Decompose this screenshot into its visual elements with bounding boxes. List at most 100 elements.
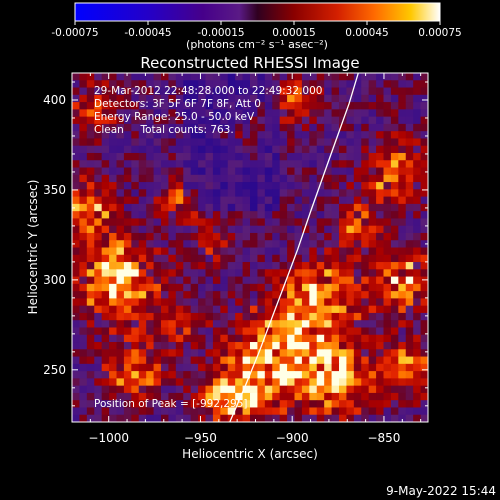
- heatmap-cell: [361, 80, 370, 88]
- heatmap-cell: [153, 334, 162, 343]
- heatmap-cell: [287, 342, 295, 350]
- heatmap-cell: [316, 232, 325, 241]
- heatmap-cell: [368, 262, 377, 270]
- heatmap-cell: [72, 152, 80, 161]
- heatmap-cell: [131, 349, 140, 357]
- heatmap-cell: [264, 247, 273, 256]
- heatmap-cell: [183, 356, 192, 365]
- heatmap-cell: [153, 240, 162, 248]
- heatmap-cell: [405, 291, 414, 299]
- heatmap-cell: [198, 320, 206, 328]
- heatmap-cell: [168, 269, 177, 277]
- heatmap-cell: [183, 363, 192, 372]
- heatmap-cell: [116, 131, 125, 139]
- heatmap-cell: [272, 254, 281, 263]
- heatmap-cell: [361, 320, 370, 328]
- heatmap-cell: [420, 356, 428, 365]
- heatmap-cell: [324, 167, 332, 176]
- heatmap-cell: [346, 218, 355, 227]
- heatmap-cell: [383, 298, 392, 307]
- heatmap-cell: [316, 400, 325, 408]
- heatmap-cell: [153, 145, 162, 154]
- heatmap-cell: [324, 320, 332, 328]
- heatmap-cell: [331, 320, 340, 328]
- heatmap-cell: [279, 174, 288, 183]
- heatmap-cell: [398, 94, 407, 103]
- heatmap-cell: [294, 160, 303, 168]
- heatmap-cell: [353, 203, 362, 212]
- y-tick-label: 350: [43, 183, 66, 197]
- heatmap-cell: [420, 225, 428, 234]
- heatmap-cell: [183, 102, 192, 110]
- heatmap-cell: [161, 196, 169, 205]
- heatmap-cell: [331, 247, 340, 256]
- heatmap-cell: [168, 276, 177, 285]
- heatmap-cell: [123, 254, 132, 263]
- heatmap-cell: [131, 262, 140, 270]
- heatmap-cell: [146, 102, 154, 110]
- heatmap-cell: [420, 414, 428, 422]
- heatmap-cell: [101, 407, 110, 416]
- heatmap-cell: [264, 102, 273, 110]
- heatmap-cell: [353, 363, 362, 372]
- heatmap-cell: [175, 334, 184, 343]
- heatmap-cell: [368, 363, 377, 372]
- heatmap-cell: [72, 305, 80, 314]
- heatmap-cell: [227, 138, 236, 147]
- heatmap-cell: [339, 371, 347, 379]
- heatmap-cell: [413, 371, 421, 379]
- heatmap-cell: [272, 291, 281, 299]
- heatmap-cell: [383, 138, 392, 147]
- heatmap-cell: [383, 269, 392, 277]
- heatmap-cell: [420, 123, 428, 132]
- heatmap-cell: [294, 334, 303, 343]
- heatmap-cell: [250, 298, 258, 307]
- heatmap-cell: [175, 94, 184, 103]
- heatmap-cell: [146, 262, 154, 270]
- heatmap-cell: [212, 363, 221, 372]
- heatmap-cell: [175, 174, 184, 183]
- heatmap-cell: [242, 203, 251, 212]
- heatmap-cell: [220, 182, 229, 190]
- heatmap-cell: [324, 283, 332, 292]
- heatmap-cell: [279, 385, 288, 394]
- heatmap-cell: [153, 109, 162, 118]
- heatmap-cell: [205, 320, 214, 328]
- heatmap-cell: [339, 254, 347, 263]
- heatmap-cell: [227, 400, 236, 408]
- heatmap-cell: [420, 276, 428, 285]
- heatmap-cell: [361, 167, 370, 176]
- heatmap-cell: [376, 123, 384, 132]
- heatmap-cell: [190, 218, 199, 227]
- heatmap-cell: [309, 305, 318, 314]
- heatmap-cell: [339, 312, 347, 321]
- heatmap-cell: [123, 334, 132, 343]
- heatmap-cell: [235, 276, 243, 285]
- heatmap-cell: [116, 73, 125, 81]
- heatmap-cell: [368, 414, 377, 422]
- heatmap-cell: [398, 320, 407, 328]
- heatmap-cell: [168, 218, 177, 227]
- heatmap-cell: [316, 203, 325, 212]
- heatmap-cell: [183, 160, 192, 168]
- heatmap-cell: [101, 400, 110, 408]
- heatmap-cell: [146, 312, 154, 321]
- heatmap-cell: [146, 298, 154, 307]
- heatmap-cell: [316, 116, 325, 125]
- heatmap-cell: [324, 262, 332, 270]
- heatmap-cell: [116, 94, 125, 103]
- heatmap-cell: [235, 378, 243, 387]
- heatmap-cell: [190, 334, 199, 343]
- heatmap-cell: [405, 363, 414, 372]
- heatmap-cell: [235, 392, 243, 401]
- heatmap-cell: [324, 334, 332, 343]
- heatmap-cell: [86, 109, 95, 118]
- heatmap-cell: [227, 196, 236, 205]
- heatmap-cell: [109, 116, 117, 125]
- heatmap-cell: [346, 211, 355, 219]
- heatmap-cell: [287, 73, 295, 81]
- heatmap-cell: [168, 196, 177, 205]
- heatmap-cell: [376, 211, 384, 219]
- heatmap-cell: [123, 320, 132, 328]
- heatmap-cell: [205, 225, 214, 234]
